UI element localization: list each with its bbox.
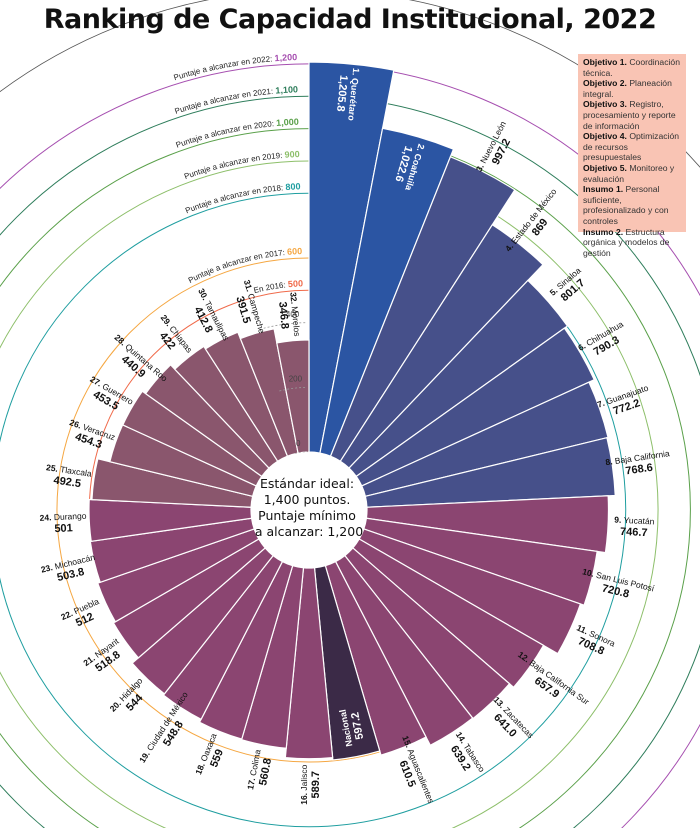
bar-name: 1. Querétaro	[346, 68, 361, 122]
bar-name: 4. Estado de México	[503, 186, 559, 253]
axis-tick-label: 400	[286, 310, 300, 319]
reference-ring-label: Puntaje a alcanzar en 2022: 1,200	[173, 52, 298, 82]
bar-value: 560.8	[257, 757, 274, 786]
bars	[88, 61, 616, 761]
center-label-line: Estándar ideal:	[260, 476, 354, 491]
legend-item: Objetivo 1. Coordinación técnica.	[583, 57, 681, 78]
reference-ring-label: Puntaje a alcanzar en 2020: 1,000	[175, 117, 299, 150]
legend-key: Insumo 2.	[583, 226, 624, 237]
reference-ring-label: Puntaje a alcanzar en 2021: 1,100	[174, 84, 299, 116]
center-circle: Estándar ideal: 1,400 puntos. Puntaje mí…	[251, 452, 367, 568]
legend-key: Objetivo 5.	[583, 162, 627, 173]
center-label-line: 1,400 puntos.	[264, 492, 351, 507]
reference-ring-label: Puntaje a alcanzar en 2018: 800	[184, 181, 301, 215]
legend-item: Insumo 1. Personal suficiente, profesion…	[583, 184, 681, 226]
legend-key: Objetivo 4.	[583, 131, 627, 142]
grid-arc	[263, 322, 306, 329]
bar-value: 768.6	[625, 462, 654, 478]
legend-text: Planeación integral.	[583, 78, 672, 99]
legend-key: Insumo 1.	[583, 184, 624, 195]
legend-key: Objetivo 3.	[583, 99, 627, 110]
bar-value: 346.8	[276, 301, 291, 330]
bar-value: 492.5	[53, 474, 82, 490]
legend-text: Registro, procesamiento y reporte de inf…	[583, 99, 676, 131]
bar-label: 16. Jalisco 589.7	[299, 764, 322, 804]
legend-item: Objetivo 5. Monitoreo y evaluación	[583, 163, 681, 184]
center-label: Estándar ideal: 1,400 puntos. Puntaje mí…	[255, 476, 363, 539]
legend-box: Objetivo 1. Coordinación técnica. Objeti…	[578, 54, 686, 258]
center-circle-disc	[251, 452, 367, 568]
bar-name: 32. Morelos	[288, 292, 302, 337]
legend-text: Monitoreo y evaluación	[583, 162, 675, 184]
axis-tick-label: 0	[296, 439, 301, 448]
bar-value: 597.2	[349, 711, 366, 740]
center-label-line: Puntaje mínimo	[258, 508, 356, 523]
grid-arc	[279, 386, 307, 392]
reference-ring-label: Puntaje a alcanzar en 2019: 900	[183, 149, 300, 181]
legend-key: Objetivo 1.	[583, 57, 627, 67]
bar-name: 9. Yucatán	[614, 515, 655, 527]
bar-value: 501	[54, 522, 73, 535]
center-label-line: a alcanzar: 1,200	[255, 524, 363, 539]
chart-title: Ranking de Capacidad Institucional, 2022	[43, 4, 657, 35]
axis-tick-label: 200	[289, 374, 303, 383]
legend-text: Optimización de recursos presupuestales	[583, 131, 679, 163]
legend-item: Insumo 2. Estructura orgánica y modelos …	[583, 227, 681, 259]
legend-text: Coordinación técnica.	[583, 57, 680, 78]
bar-name: 17. Colima	[245, 748, 263, 790]
bar-name: 24. Durango	[39, 511, 86, 523]
legend-text: Personal suficiente, profesionalizado y …	[583, 184, 669, 226]
bar-value: 589.7	[310, 771, 322, 799]
bar-name: 16. Jalisco	[299, 764, 309, 804]
legend-item: Objetivo 2. Planeación integral.	[583, 78, 681, 99]
legend-item: Objetivo 3. Registro, procesamiento y re…	[583, 99, 681, 131]
legend-item: Objetivo 4. Optimización de recursos pre…	[583, 131, 681, 163]
legend-text: Estructura orgánica y modelos de gestión	[583, 226, 670, 258]
bar-value: 1,205.8	[334, 74, 349, 112]
bar-value: 746.7	[620, 526, 648, 539]
bar-name: 25. Tlaxcala	[46, 462, 93, 478]
reference-ring-label: Puntaje a alcanzar en 2017: 600	[187, 246, 303, 285]
legend-key: Objetivo 2.	[583, 78, 627, 89]
